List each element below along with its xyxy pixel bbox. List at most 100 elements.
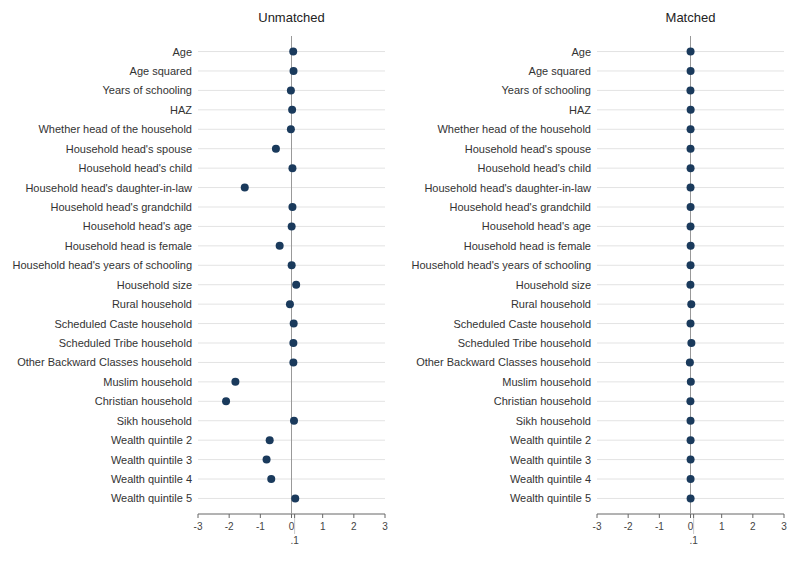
x-tick-label: 3 xyxy=(382,521,388,532)
category-label: Household head's child xyxy=(79,162,192,174)
panel-title: Unmatched xyxy=(258,10,324,25)
x-tick-label: -2 xyxy=(624,521,633,532)
x-tick xyxy=(260,514,261,518)
dot xyxy=(290,320,298,328)
dot xyxy=(687,300,695,308)
category-label: Christian household xyxy=(95,395,192,407)
x-tick xyxy=(294,514,295,518)
category-label: Household size xyxy=(117,279,192,291)
dot xyxy=(287,86,295,94)
category-label: Other Backward Classes household xyxy=(416,356,591,368)
x-tick-label: -1 xyxy=(256,521,265,532)
category-label: Age squared xyxy=(529,65,591,77)
category-label: Household head is female xyxy=(464,240,591,252)
dot xyxy=(288,203,296,211)
category-label: Household head is female xyxy=(65,240,192,252)
dot xyxy=(687,184,695,192)
panel-title: Matched xyxy=(666,10,716,25)
dot xyxy=(291,494,299,502)
category-label: Scheduled Caste household xyxy=(54,318,192,330)
dot xyxy=(687,222,695,230)
category-label: Wealth quintile 4 xyxy=(510,473,591,485)
x-tick-leader xyxy=(693,518,694,534)
x-tick-label: 2 xyxy=(351,521,357,532)
category-label: Age xyxy=(571,46,591,58)
category-label: Rural household xyxy=(112,298,192,310)
x-tick xyxy=(229,514,230,518)
panel: Matched Age Age squared Years of schooling H… xyxy=(412,10,788,546)
category-label: Muslim household xyxy=(502,376,591,388)
dot xyxy=(687,436,695,444)
dot xyxy=(288,164,296,172)
category-label: Wealth quintile 2 xyxy=(510,434,591,446)
x-tick-label: 0 xyxy=(688,521,694,532)
x-tick-label: 2 xyxy=(750,521,756,532)
dot xyxy=(686,397,694,405)
x-tick xyxy=(198,514,199,518)
dot xyxy=(686,281,694,289)
category-label: Household head's years of schooling xyxy=(412,259,591,271)
category-label: Household head's spouse xyxy=(465,143,591,155)
category-label: Whether head of the household xyxy=(38,123,192,135)
category-label: Household size xyxy=(516,279,591,291)
category-label: Rural household xyxy=(511,298,591,310)
dot xyxy=(231,378,239,386)
category-label: HAZ xyxy=(170,104,192,116)
dot xyxy=(292,281,300,289)
marks xyxy=(686,48,695,503)
category-label: Household head's years of schooling xyxy=(13,259,192,271)
dot xyxy=(266,436,274,444)
category-label: Household head's age xyxy=(482,220,591,232)
category-label: Whether head of the household xyxy=(437,123,591,135)
dot xyxy=(687,339,695,347)
x-tick xyxy=(291,514,292,518)
dot xyxy=(290,417,298,425)
x-tick xyxy=(721,514,722,518)
dot xyxy=(290,67,298,75)
dot xyxy=(687,164,695,172)
category-label: HAZ xyxy=(569,104,591,116)
category-label: Wealth quintile 3 xyxy=(510,454,591,466)
x-tick-label: 1 xyxy=(320,521,326,532)
category-label: Household head's daughter-in-law xyxy=(25,182,192,194)
category-label: Years of schooling xyxy=(502,84,592,96)
marks xyxy=(222,48,300,503)
dot xyxy=(288,106,296,114)
dot xyxy=(687,417,695,425)
category-label: Christian household xyxy=(494,395,591,407)
x-tick-label: -1 xyxy=(655,521,664,532)
x-tick-label: 0 xyxy=(289,521,295,532)
category-label: Wealth quintile 3 xyxy=(111,454,192,466)
category-label: Age squared xyxy=(130,65,192,77)
category-label: Years of schooling xyxy=(103,84,193,96)
dot xyxy=(686,358,694,366)
x-tick xyxy=(597,514,598,518)
dot xyxy=(687,125,695,133)
category-label: Scheduled Tribe household xyxy=(59,337,192,349)
dot xyxy=(263,456,271,464)
category-label: Sikh household xyxy=(516,415,591,427)
x-tick-label: 3 xyxy=(781,521,787,532)
category-label: Age xyxy=(172,46,192,58)
dot xyxy=(687,320,695,328)
category-label: Other Backward Classes household xyxy=(17,356,192,368)
x-tick-label: .1 xyxy=(689,535,698,546)
dot xyxy=(289,48,297,56)
category-label: Household head's age xyxy=(83,220,192,232)
category-label: Household head's spouse xyxy=(66,143,192,155)
chart-root: Unmatched Age Age squared Years of schoolin… xyxy=(0,0,800,564)
dot xyxy=(286,300,294,308)
category-label: Household head's daughter-in-law xyxy=(424,182,591,194)
dot xyxy=(687,203,695,211)
dot xyxy=(687,48,695,56)
dot xyxy=(687,145,695,153)
category-label: Scheduled Caste household xyxy=(453,318,591,330)
category-label: Wealth quintile 5 xyxy=(510,492,591,504)
dot xyxy=(288,222,296,230)
category-label: Household head's grandchild xyxy=(50,201,192,213)
x-tick xyxy=(784,514,785,518)
panel: Unmatched Age Age squared Years of schoolin… xyxy=(13,10,389,546)
category-label: Wealth quintile 4 xyxy=(111,473,192,485)
dot xyxy=(687,378,695,386)
dot xyxy=(687,242,695,250)
